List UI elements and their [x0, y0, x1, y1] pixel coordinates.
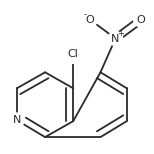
Circle shape — [83, 13, 97, 27]
Text: +: + — [117, 29, 124, 38]
Text: O: O — [86, 15, 95, 25]
Circle shape — [10, 113, 24, 127]
Text: O: O — [136, 15, 145, 25]
Circle shape — [108, 31, 123, 46]
Text: N: N — [13, 115, 21, 125]
Circle shape — [63, 44, 83, 63]
Text: N: N — [111, 34, 120, 43]
Circle shape — [134, 13, 148, 27]
Text: Cl: Cl — [68, 49, 79, 59]
Text: -: - — [83, 10, 86, 19]
